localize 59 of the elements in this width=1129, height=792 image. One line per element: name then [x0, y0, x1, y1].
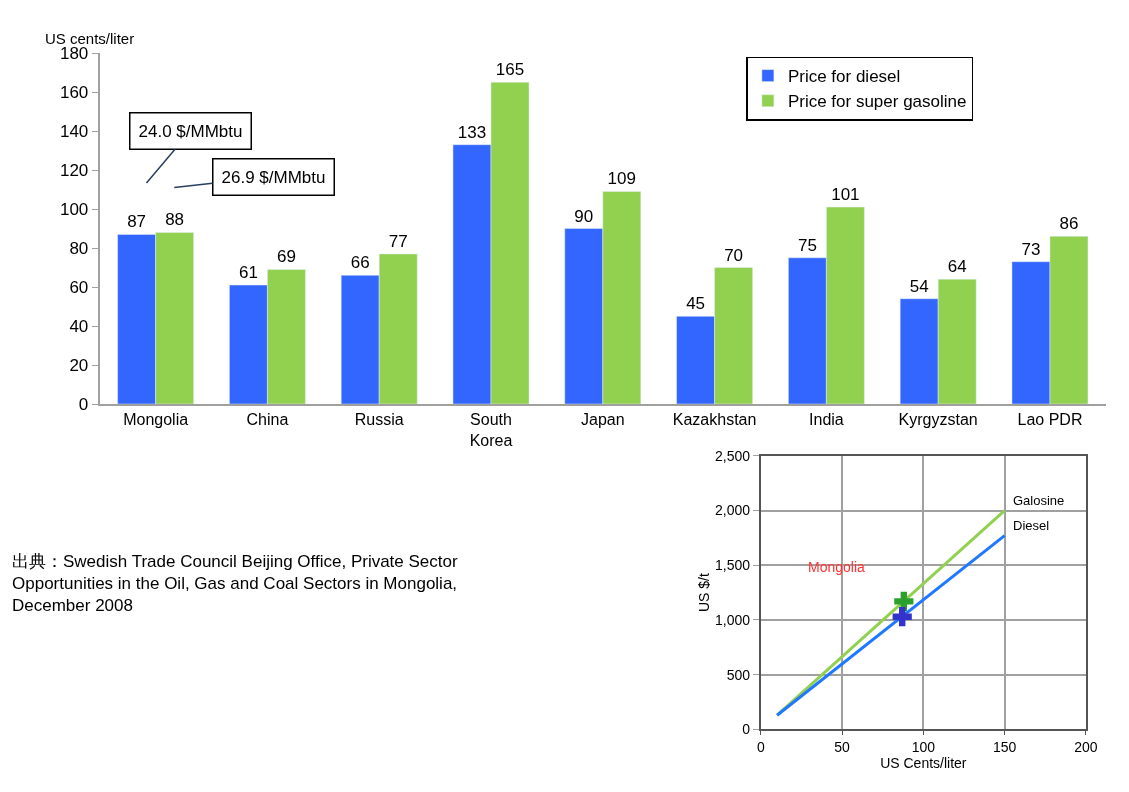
x-tick-label: Russia: [354, 411, 404, 429]
data-label: 165: [495, 60, 525, 80]
data-label: 61: [238, 263, 258, 283]
x-tick-label: Mongolia: [123, 411, 189, 429]
x-tick-label: China: [246, 411, 289, 429]
data-label: 64: [947, 257, 967, 277]
y-tick-label: 1,500: [714, 557, 751, 574]
legend-label: Price for diesel: [787, 67, 901, 87]
y-tick-label: 60: [69, 277, 89, 297]
source-note: 出典：Swedish Trade Council Beijing Office, Private Sector Opportunities in the Oil, Gas and Coal Sectors in Mongolia, December 2008: [12, 552, 458, 616]
data-label: 133: [457, 122, 487, 142]
y-tick-label: 2,000: [714, 502, 751, 519]
x-tick-label: 0: [756, 739, 765, 756]
x-tick-label: Kazakhstan: [672, 411, 757, 429]
x-tick-label: 50: [834, 739, 851, 756]
data-label: 73: [1021, 239, 1041, 259]
series-label: Galosine: [1013, 493, 1065, 508]
x-tick-label: Lao PDR: [1017, 411, 1083, 429]
x-tick-label: South Korea: [469, 411, 513, 449]
data-label: 66: [350, 253, 370, 273]
x-axis-title: US Cents/liter: [880, 755, 967, 772]
x-tick-label: 150: [992, 739, 1017, 756]
y-tick-label: 180: [59, 44, 89, 64]
y-tick-label: 20: [69, 355, 89, 375]
y-axis-title: US cents/liter: [45, 30, 135, 47]
data-label: 101: [831, 185, 860, 205]
data-label: 54: [909, 276, 929, 296]
y-tick-label: 160: [59, 83, 89, 102]
y-tick-label: 2,500: [714, 447, 751, 464]
data-label: 109: [607, 169, 636, 189]
legend-label: Price for super gasoline: [787, 92, 967, 112]
y-tick-label: 40: [69, 316, 89, 336]
y-axis-title: US $/t: [696, 573, 713, 613]
data-label: 87: [127, 212, 147, 232]
data-label: 88: [165, 210, 185, 230]
y-tick-label: 120: [59, 160, 89, 180]
data-label: 77: [388, 231, 408, 251]
x-tick-label: India: [809, 411, 844, 429]
y-tick-label: 500: [726, 666, 751, 683]
annotation: Mongolia: [808, 559, 866, 575]
series-label: Diesel: [1013, 518, 1050, 533]
y-tick-label: 80: [69, 238, 89, 258]
y-tick-label: 0: [742, 721, 751, 738]
data-label: 75: [797, 235, 817, 255]
data-label: 86: [1059, 214, 1079, 234]
x-tick-label: 200: [1074, 739, 1098, 756]
y-tick-label: 140: [59, 122, 89, 141]
data-label: 69: [276, 247, 296, 267]
y-tick-label: 0: [78, 394, 89, 414]
y-tick-label: 100: [59, 199, 89, 219]
x-tick-label: Japan: [581, 411, 625, 429]
x-tick-label: Kyrgyzstan: [898, 411, 978, 429]
data-label: 70: [724, 245, 744, 265]
y-tick-label: 1,000: [714, 611, 751, 628]
data-label: 90: [574, 206, 594, 226]
data-label: 45: [686, 294, 706, 314]
x-tick-label: 100: [911, 739, 936, 756]
annotation: 24.0 $/MMbtu: [138, 121, 243, 141]
annotation: 26.9 $/MMbtu: [221, 167, 326, 187]
